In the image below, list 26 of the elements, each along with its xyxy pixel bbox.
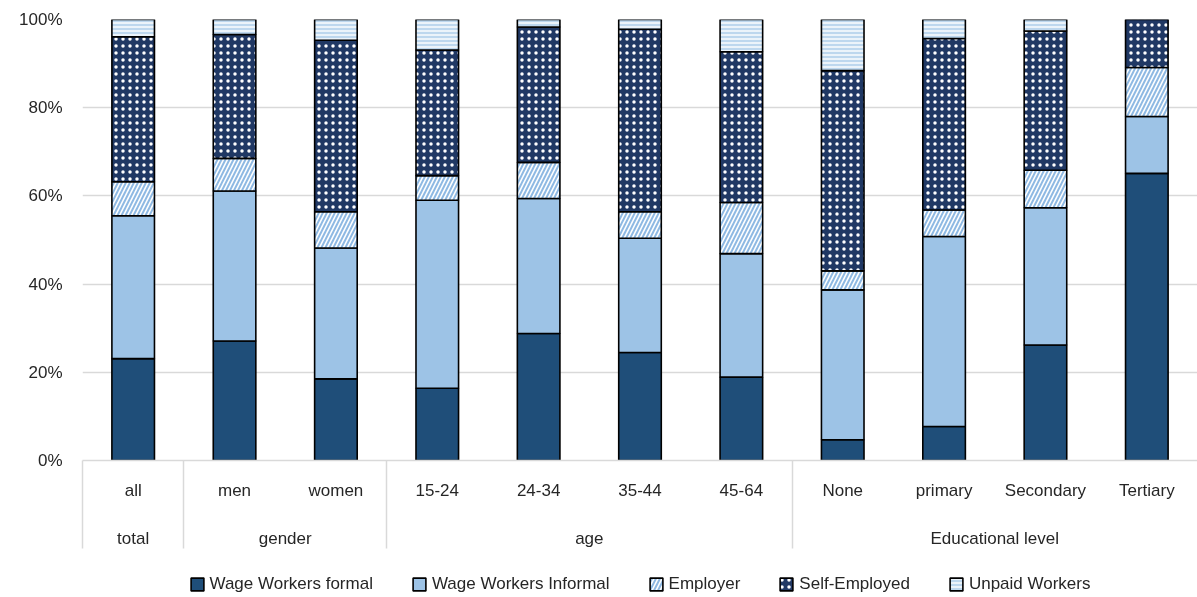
x-tick-label: 45-64 (719, 480, 764, 500)
y-tick-label: 60% (28, 186, 63, 206)
legend-label: Wage Workers formal (209, 574, 373, 594)
y-tick-label: 0% (37, 451, 63, 470)
legend-label: Unpaid Workers (968, 574, 1091, 594)
text: age (575, 528, 604, 548)
x-tick-label: 24-34 (516, 480, 561, 500)
x-tick-label: women (307, 480, 364, 500)
y-tick-label: 100% (19, 10, 63, 29)
x-tick-label: Secondary (1004, 480, 1087, 500)
y-tick-label: 80% (28, 98, 63, 118)
legend-label: Self-Employed (799, 574, 910, 594)
x-tick-label: 35-44 (618, 480, 662, 500)
text: gender (258, 528, 313, 548)
x-tick-label: primary (915, 480, 973, 500)
x-tick-label: men (218, 480, 252, 500)
text: total (117, 528, 150, 548)
legend-label: Employer (668, 574, 741, 594)
x-tick-label: 15-24 (415, 480, 460, 500)
x-tick-label: Tertiary (1118, 480, 1176, 500)
x-tick-label: None (822, 480, 864, 500)
y-tick-label: 20% (28, 362, 63, 382)
text: Educational level (930, 528, 1060, 548)
legend-label: Wage Workers Informal (431, 574, 610, 594)
x-tick-label: all (124, 480, 142, 500)
y-tick-label: 40% (28, 274, 63, 294)
